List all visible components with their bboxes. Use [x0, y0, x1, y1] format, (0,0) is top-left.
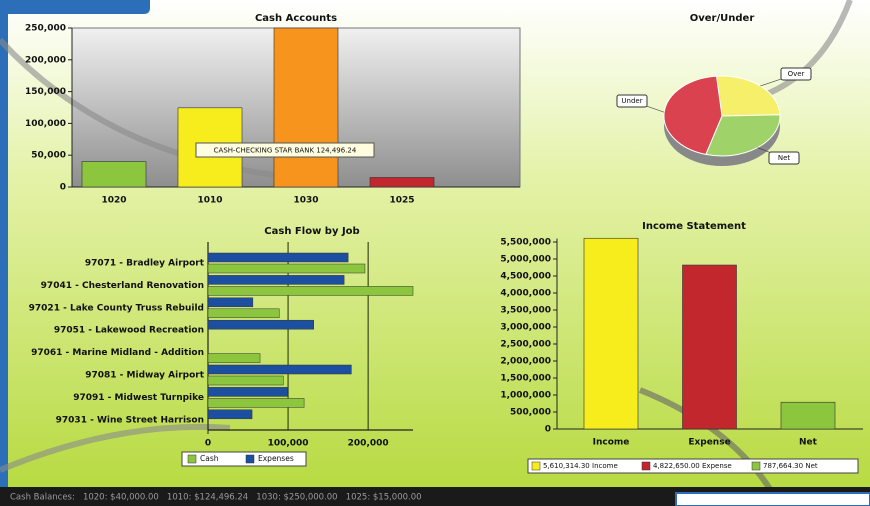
bar — [273, 27, 339, 188]
chart-title: Cash Flow by Job — [264, 226, 359, 237]
chart-title: Income Statement — [642, 221, 746, 232]
legend-box — [527, 458, 859, 474]
legend-swatch — [641, 461, 651, 471]
bar — [207, 398, 305, 408]
y-tick-label: 3,000,000 — [500, 323, 551, 333]
x-tick-label: Net — [799, 438, 818, 448]
y-tick-label: 3,500,000 — [500, 306, 551, 316]
legend-swatch — [187, 454, 197, 464]
legend-box — [181, 451, 307, 467]
frame-left — [0, 0, 8, 490]
y-tick-label: 2,000,000 — [500, 357, 551, 367]
bar — [369, 177, 435, 188]
tooltip: CASH-CHECKING STAR BANK 124,496.24 — [214, 147, 357, 155]
y-tick-label: 97091 - Midwest Turnpike — [73, 393, 204, 403]
bar — [207, 375, 284, 386]
y-tick-label: 5,500,000 — [500, 238, 551, 248]
x-tick-label: Income — [593, 438, 630, 448]
pie-label: Net — [778, 154, 791, 162]
chart-title: Over/Under — [690, 13, 755, 24]
y-tick-label: 250,000 — [25, 24, 66, 34]
legend-label: 5,610,314.30 Income — [543, 462, 618, 470]
bar — [207, 409, 253, 420]
legend-label: Cash — [200, 454, 219, 463]
legend-swatch — [751, 461, 761, 471]
pie-label: Under — [621, 97, 642, 105]
x-tick-label: 1030 — [293, 196, 318, 206]
legend-swatch — [531, 461, 541, 471]
legend-category: Income — [592, 462, 618, 470]
y-tick-label: 97031 - Wine Street Harrison — [56, 415, 204, 425]
pie-label: Over — [788, 70, 805, 78]
decor-swoosh — [0, 423, 231, 473]
legend-category: Net — [805, 462, 818, 470]
charts: Cash Accounts 0 50,000 100,000 150,000 200,00… — [25, 13, 863, 474]
bar — [81, 161, 147, 188]
bar — [207, 319, 314, 330]
y-tick-label: 97051 - Lakewood Recreation — [54, 326, 204, 336]
y-tick-label: 4,500,000 — [500, 272, 551, 282]
y-tick-label: 97061 - Marine Midland - Addition — [31, 348, 204, 358]
y-tick-label: 200,000 — [25, 55, 66, 65]
status-bar — [0, 487, 870, 506]
x-tick-label: 200,000 — [348, 439, 389, 449]
legend-value: 4,822,650.00 — [653, 462, 700, 470]
y-tick-label: 1,500,000 — [500, 374, 551, 384]
y-tick-label: 50,000 — [31, 151, 66, 161]
y-tick-label: 0 — [545, 425, 551, 435]
y-tick-label: 97071 - Bradley Airport — [85, 259, 205, 269]
pie-label-box — [616, 94, 648, 108]
y-tick-label: 4,000,000 — [500, 289, 551, 299]
chart-title: Cash Accounts — [255, 13, 337, 24]
pie-slice — [715, 75, 781, 117]
legend-category: Expense — [702, 462, 732, 470]
bar — [780, 401, 836, 430]
y-tick-label: 97041 - Chesterland Renovation — [41, 281, 204, 291]
bar — [682, 264, 737, 430]
bar — [207, 252, 349, 263]
bar — [207, 308, 280, 319]
x-tick-label: 100,000 — [268, 439, 309, 449]
frame-top — [0, 0, 150, 14]
bar — [207, 297, 254, 308]
y-tick-label: 97081 - Midway Airport — [85, 371, 204, 381]
x-tick-label: 1010 — [197, 196, 222, 206]
bar — [207, 286, 414, 296]
pie-label-box — [780, 67, 812, 81]
y-tick-label: 0 — [60, 183, 66, 193]
legend-value: 5,610,314.30 — [543, 462, 590, 470]
legend-swatch — [245, 454, 255, 464]
legend-label: 787,664.30 Net — [763, 462, 818, 470]
bar — [583, 237, 639, 430]
y-tick-label: 5,000,000 — [500, 255, 551, 265]
bar — [207, 275, 345, 285]
y-tick-label: 100,000 — [25, 119, 66, 129]
bar — [207, 387, 288, 397]
x-tick-label: 0 — [205, 439, 211, 449]
tooltip-box — [195, 142, 375, 158]
bar — [207, 353, 261, 363]
legend-label: 4,822,650.00 Expense — [653, 462, 732, 470]
legend-value: 787,664.30 — [763, 462, 803, 470]
pie-label-box — [768, 151, 800, 165]
pie-slice — [705, 114, 781, 157]
legend-label: Expenses — [258, 454, 294, 463]
x-tick-label: 1025 — [389, 196, 414, 206]
y-tick-label: 2,500,000 — [500, 340, 551, 350]
x-tick-label: 1020 — [101, 196, 126, 206]
y-tick-label: 150,000 — [25, 87, 66, 97]
y-tick-label: 97021 - Lake County Truss Rebuild — [29, 303, 204, 313]
y-tick-label: 1,000,000 — [500, 391, 551, 401]
bar — [207, 364, 352, 375]
x-tick-label: Expense — [688, 438, 730, 448]
status-text: Cash Balances: 1020: $40,000.00 1010: $1… — [10, 493, 422, 503]
status-box — [675, 492, 870, 506]
bar — [207, 263, 366, 274]
y-tick-label: 500,000 — [510, 408, 551, 418]
